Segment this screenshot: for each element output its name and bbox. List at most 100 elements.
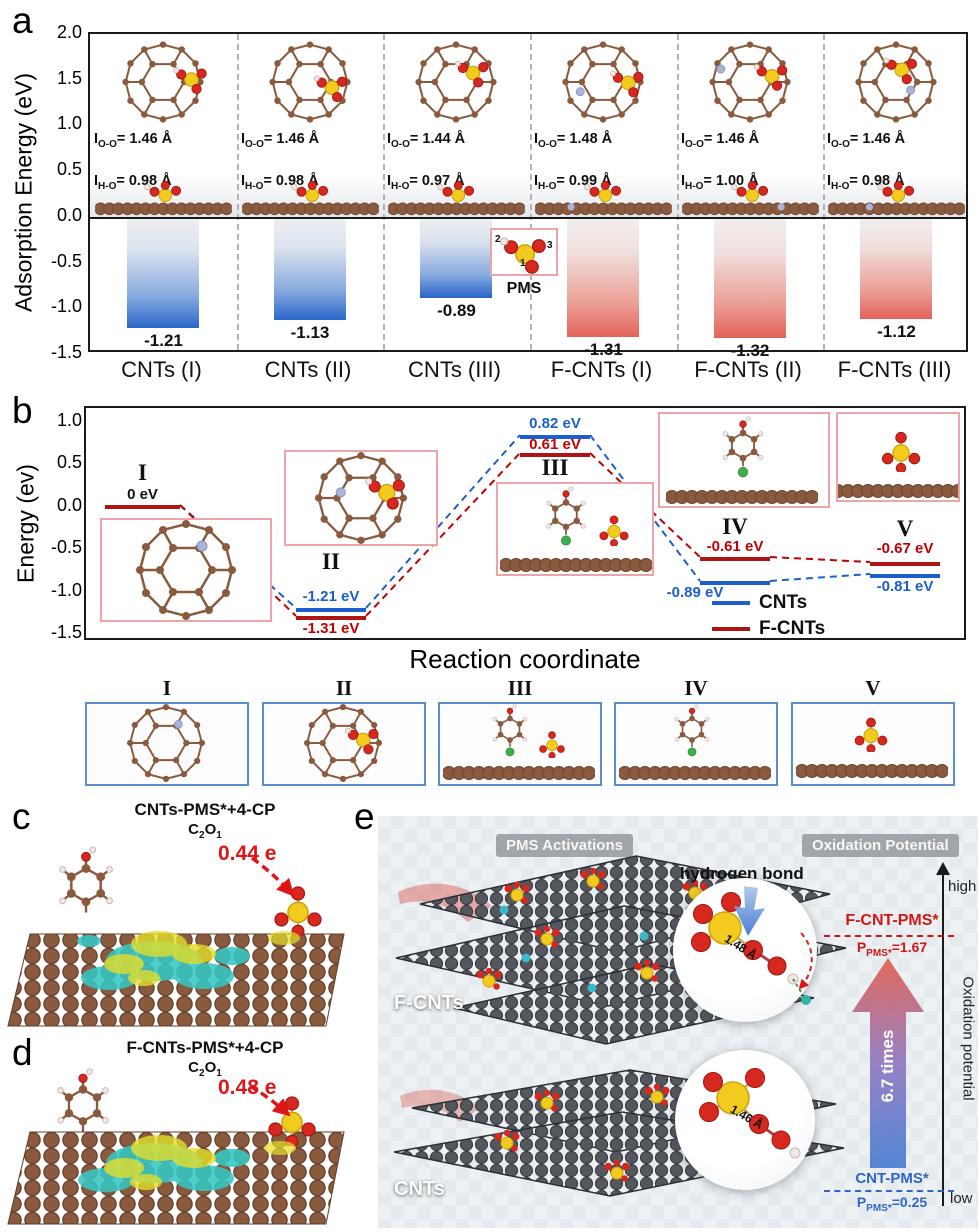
y-tick: -0.5	[50, 251, 82, 271]
bond-length-ho: IH-O= 0.99 Å	[534, 173, 612, 192]
panel-d-letter: d	[12, 1032, 33, 1073]
level-III-cnts	[520, 435, 590, 439]
molecular-structure-top	[391, 37, 521, 127]
stage-inset-2	[284, 450, 438, 546]
times-arrow	[852, 958, 924, 1168]
panel-d: d F-CNTs-PMS*+4-CP C2O1 0.48 e	[0, 1034, 380, 1232]
charge-density-image-cnts	[7, 846, 345, 1027]
bar-value: -1.31	[584, 340, 623, 359]
bar-value: -1.12	[877, 322, 916, 341]
y-tick: 0.0	[56, 495, 82, 515]
stage-value-cnts: -0.89 eV	[666, 584, 724, 601]
column-separator	[237, 34, 239, 350]
structure-label: I	[162, 676, 172, 700]
bond-length-ho: IH-O= 0.98 Å	[94, 173, 172, 192]
panel-a: a Adsorption Energy (eV) 2.0 1.5 1.0 0.5…	[0, 0, 978, 392]
panel-a-letter: a	[12, 0, 33, 41]
structure-box-1	[85, 702, 249, 786]
category-label: F-CNTs (I)	[550, 357, 653, 382]
stage-inset-5	[822, 412, 974, 502]
pms-bond-structure	[699, 1068, 801, 1159]
stage-inset-4	[658, 412, 830, 508]
structure-label: II	[335, 676, 353, 700]
bond-length-ho: IH-O= 1.00 Å	[681, 173, 759, 192]
bond-length-oo: IO-O= 1.46 Å	[827, 131, 906, 150]
side-structure	[666, 414, 818, 504]
stage-value-fcnts: 0.61 eV	[529, 436, 581, 453]
molecular-structure-top	[245, 37, 375, 127]
level-IV-cnts	[700, 581, 770, 585]
structure-label: III	[507, 676, 533, 700]
panel-c-title: CNTs-PMS*+4-CP	[134, 800, 276, 819]
pms-inset-label: PMS	[506, 280, 542, 297]
bond-length-oo: IO-O= 1.48 Å	[534, 131, 613, 150]
column-separator	[530, 34, 532, 350]
panel-e-letter: e	[354, 796, 375, 837]
panel-a-plot: IO-O= 1.46 Å IH-O= 0.98 Å -1.21 IO-O= 1.…	[88, 32, 968, 360]
bond-length-ho: IH-O= 0.97 Å	[387, 173, 465, 192]
y-tick: -0.5	[50, 537, 82, 557]
bar-value: -0.89	[437, 301, 476, 320]
panel-c-letter: c	[12, 796, 31, 837]
structure-box-3	[438, 702, 602, 786]
molecular-structure-top	[831, 37, 961, 127]
stage-value-cnts: -1.21 eV	[302, 588, 360, 605]
molecular-structure-side	[681, 180, 820, 216]
category-label: F-CNTs (II)	[694, 357, 802, 382]
stage-value-fcnts: -0.67 eV	[876, 540, 934, 557]
fcnt-pms-dash	[824, 935, 954, 937]
y-tick: 1.0	[56, 410, 82, 430]
gray-wash	[90, 174, 966, 217]
level-I	[105, 505, 180, 509]
fcnt-pms-potential: PPMS*=1.67	[856, 939, 928, 959]
stage-value-cnts: 0.82 eV	[529, 415, 581, 432]
column-separator	[383, 34, 385, 350]
molecular-structure-top	[538, 37, 668, 127]
adsorption-bar	[274, 217, 346, 320]
charge-transfer-value: 0.44 e	[218, 842, 277, 865]
column-separator	[823, 34, 825, 350]
category-label: CNTs (II)	[264, 357, 352, 382]
adsorption-bar	[127, 217, 199, 328]
stage-label: III	[541, 455, 569, 480]
fcnt-pms-label: F-CNT-PMS*	[845, 912, 939, 929]
axis-low-label: low	[950, 1190, 973, 1207]
reaction-structures-row: I II III IV V	[0, 676, 978, 796]
charge-site: C2O1	[188, 821, 222, 841]
bar-value: -1.21	[144, 331, 183, 350]
legend-cnts: CNTs	[712, 592, 807, 614]
level-IV-fcnts	[700, 557, 770, 561]
pms-atom-number: 3	[547, 240, 553, 251]
pms-atom-number: 1	[520, 258, 526, 269]
side-structure	[443, 704, 595, 780]
molecular-structure-side	[387, 180, 526, 216]
times-label: 6.7 times	[878, 1029, 897, 1103]
legend-label: F-CNTs	[759, 618, 826, 639]
structure-box-2	[262, 702, 426, 786]
y-tick: -1.0	[50, 580, 82, 600]
fcnts-label: F-CNTs	[394, 992, 464, 1014]
bond-length-ho: IH-O= 0.98 Å	[241, 173, 319, 192]
category-label: CNTs (I)	[121, 357, 202, 382]
charge-density-image-fcnts	[7, 1068, 345, 1225]
lattice-structure	[102, 520, 270, 620]
y-tick: 0.5	[56, 452, 82, 472]
panel-d-title: F-CNTs-PMS*+4-CP	[126, 1038, 284, 1057]
level-II-cnts	[296, 608, 366, 612]
bond-length-oo: IO-O= 1.46 Å	[94, 131, 173, 150]
molecular-structure-side	[534, 180, 673, 216]
y-tick: -1.5	[50, 622, 82, 642]
bond-length-ho: IH-O= 0.98 Å	[827, 173, 905, 192]
adsorption-bar	[714, 217, 786, 338]
pms-activations-badge: PMS Activations	[496, 834, 633, 857]
side-structure	[500, 484, 652, 572]
zero-line	[90, 217, 966, 219]
oxidation-axis-line	[942, 874, 944, 1206]
level-II-fcnts	[296, 616, 366, 620]
legend-line-red	[712, 627, 750, 631]
y-tick: 1.0	[56, 113, 82, 133]
side-structure	[796, 717, 948, 778]
legend-line-blue	[712, 601, 750, 605]
stage-label: I	[138, 460, 147, 485]
